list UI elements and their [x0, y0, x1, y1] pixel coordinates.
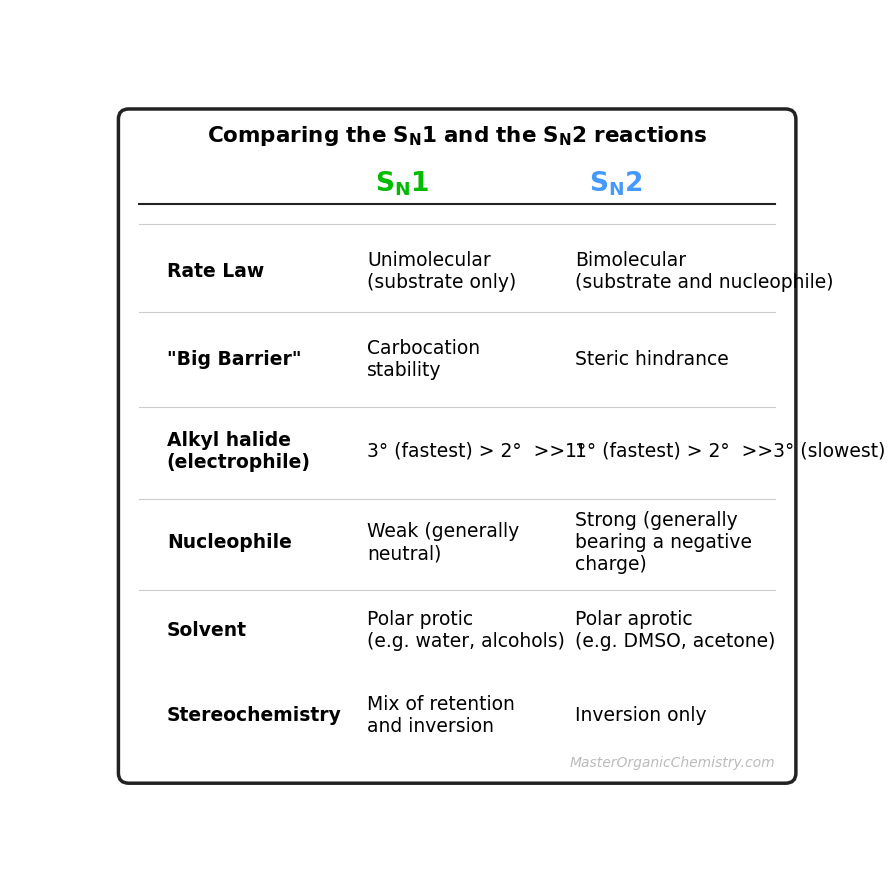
Text: Rate Law: Rate Law	[167, 262, 264, 281]
Text: Nucleophile: Nucleophile	[167, 533, 292, 552]
Text: "Big Barrier": "Big Barrier"	[167, 350, 301, 370]
Text: Mix of retention
and inversion: Mix of retention and inversion	[368, 695, 516, 736]
Text: Carbocation
stability: Carbocation stability	[368, 339, 481, 380]
Text: Solvent: Solvent	[167, 621, 247, 641]
Text: Unimolecular
(substrate only): Unimolecular (substrate only)	[368, 251, 516, 292]
Text: Weak (generally
neutral): Weak (generally neutral)	[368, 522, 519, 563]
Text: Inversion only: Inversion only	[574, 706, 706, 725]
Text: $\mathbf{Comparing\ the\ S_{N}1\ and\ the\ S_{N}2\ reactions}$: $\mathbf{Comparing\ the\ S_{N}1\ and\ th…	[207, 124, 707, 148]
Text: Alkyl halide
(electrophile): Alkyl halide (electrophile)	[167, 430, 310, 472]
Text: Polar aprotic
(e.g. DMSO, acetone): Polar aprotic (e.g. DMSO, acetone)	[574, 610, 775, 651]
Text: MasterOrganicChemistry.com: MasterOrganicChemistry.com	[569, 756, 775, 770]
Text: Bimolecular
(substrate and nucleophile): Bimolecular (substrate and nucleophile)	[574, 251, 833, 292]
Text: 1° (fastest) > 2°  >>3° (slowest): 1° (fastest) > 2° >>3° (slowest)	[574, 442, 885, 460]
FancyBboxPatch shape	[119, 109, 796, 783]
Text: $\mathbf{S_{N}2}$: $\mathbf{S_{N}2}$	[590, 169, 643, 198]
Text: Stereochemistry: Stereochemistry	[167, 706, 342, 725]
Text: Polar protic
(e.g. water, alcohols): Polar protic (e.g. water, alcohols)	[368, 610, 566, 651]
Text: Strong (generally
bearing a negative
charge): Strong (generally bearing a negative cha…	[574, 511, 752, 574]
Text: Steric hindrance: Steric hindrance	[574, 350, 729, 370]
Text: 3° (fastest) > 2°  >>1°: 3° (fastest) > 2° >>1°	[368, 442, 587, 460]
Text: $\mathbf{S_{N}1}$: $\mathbf{S_{N}1}$	[375, 169, 429, 198]
